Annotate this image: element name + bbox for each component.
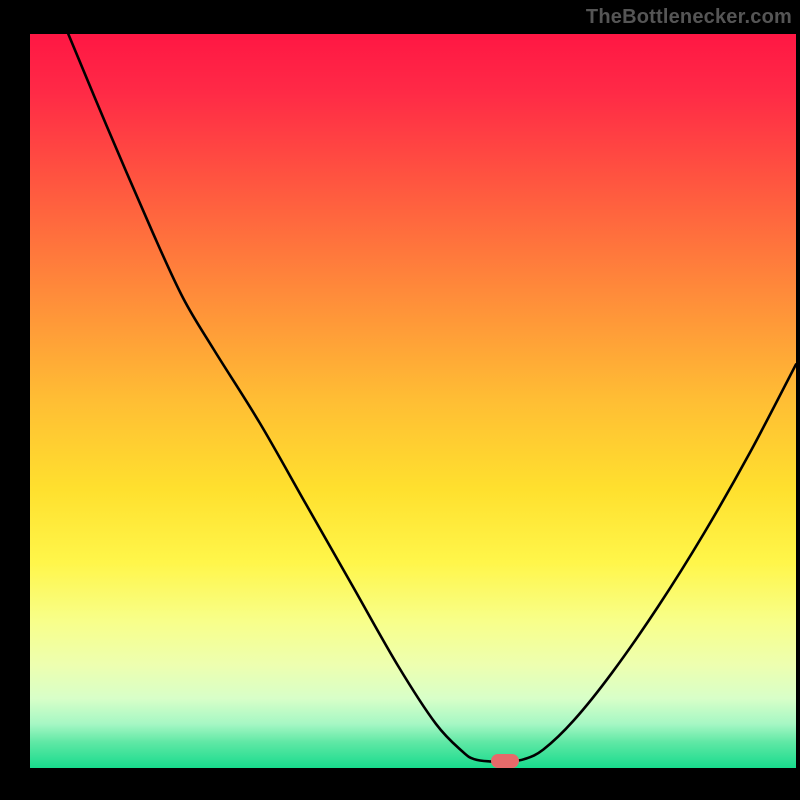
bottleneck-curve [30, 34, 796, 768]
attribution-text: TheBottlenecker.com [586, 6, 792, 29]
plot-area [30, 34, 796, 768]
chart-container: TheBottlenecker.com [0, 0, 800, 800]
curve-path [68, 34, 796, 762]
minimum-marker [491, 754, 519, 768]
